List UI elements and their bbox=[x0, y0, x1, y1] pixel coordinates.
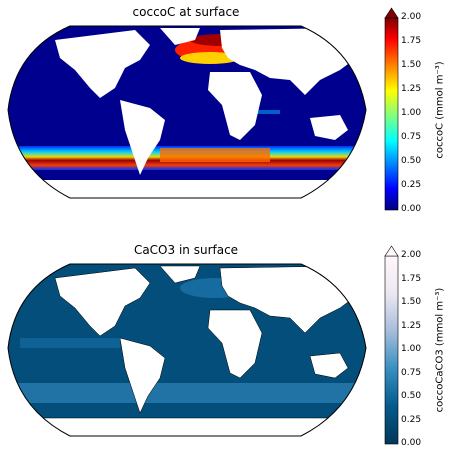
colorbar-tick-1: 1.00 bbox=[401, 108, 421, 118]
colorbar-tick-1: 0.50 bbox=[401, 156, 421, 166]
colorbar-tick-2: 0.75 bbox=[401, 368, 421, 378]
colorbar-label-2: coccoCaCO3 (mmol m⁻³) bbox=[435, 288, 446, 413]
colorbar-tick-1: 2.00 bbox=[401, 12, 421, 22]
colorbar-tick-2: 2.00 bbox=[401, 250, 421, 260]
colorbar-tick-2: 1.00 bbox=[401, 344, 421, 354]
colorbar-tick-2: 0.50 bbox=[401, 391, 421, 401]
colorbar-tick-2: 1.50 bbox=[401, 297, 421, 307]
colorbar-tick-1: 0.00 bbox=[401, 204, 421, 214]
colorbar-tick-2: 1.25 bbox=[401, 321, 421, 331]
colorbar-tick-1: 0.75 bbox=[401, 132, 421, 142]
colorbar-tick-1: 1.25 bbox=[401, 84, 421, 94]
colorbar-tick-1: 1.50 bbox=[401, 60, 421, 70]
colorbar-label-1: coccoC (mmol m⁻³) bbox=[435, 61, 446, 158]
colorbar-tick-1: 0.25 bbox=[401, 180, 421, 190]
colorbar-tick-2: 1.75 bbox=[401, 274, 421, 284]
colorbar-tick-2: 0.00 bbox=[401, 438, 421, 448]
map-2 bbox=[0, 238, 451, 468]
colorbar-tick-2: 0.25 bbox=[401, 415, 421, 425]
colorbar-tick-1: 1.75 bbox=[401, 36, 421, 46]
map-1 bbox=[0, 0, 451, 230]
